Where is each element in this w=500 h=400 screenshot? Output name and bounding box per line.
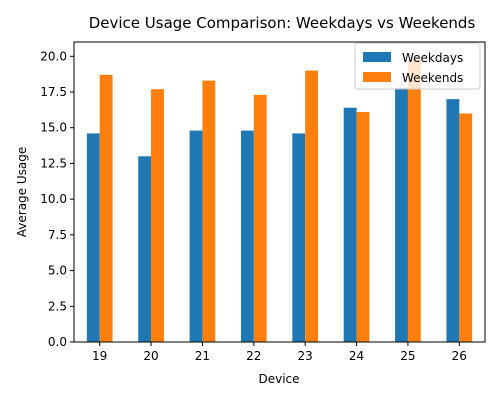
x-tick-label: 20	[143, 349, 158, 363]
bar-weekends-22	[253, 94, 267, 342]
y-tick-label: 5.0	[48, 264, 67, 278]
y-tick-label: 17.5	[40, 85, 67, 99]
legend: Weekdays Weekends	[354, 42, 481, 90]
y-tick-label: 0.0	[48, 335, 67, 349]
x-tick-label: 26	[452, 349, 467, 363]
bar-weekdays-21	[189, 130, 203, 342]
legend-swatch-weekends	[363, 72, 391, 82]
plot-frame	[73, 41, 486, 343]
bar-weekdays-19	[86, 133, 100, 342]
legend-label-weekends: Weekends	[402, 71, 463, 85]
x-tick-label: 25	[400, 349, 415, 363]
x-tick-label: 19	[92, 349, 107, 363]
x-tick-label: 21	[195, 349, 210, 363]
y-axis-ticks: 0.0 2.5 5.0 7.5 10.0 12.5 15.0 17.5 20.0	[40, 49, 74, 349]
y-axis-label: Average Usage	[15, 147, 29, 237]
bar-weekends-26	[459, 113, 473, 342]
bars-group	[86, 59, 473, 343]
y-tick-label: 12.5	[40, 156, 67, 170]
bar-weekends-24	[356, 112, 370, 342]
x-tick-label: 24	[349, 349, 364, 363]
y-tick-label: 20.0	[40, 49, 67, 63]
x-axis-label: Device	[258, 372, 299, 386]
bar-weekends-19	[99, 74, 113, 342]
x-tick-label: 22	[246, 349, 261, 363]
bar-weekdays-22	[240, 130, 254, 342]
bar-weekends-21	[202, 80, 216, 343]
bar-weekdays-25	[395, 87, 408, 342]
bar-weekends-23	[305, 70, 319, 343]
legend-swatch-weekdays	[363, 52, 391, 62]
bar-weekends-20	[151, 89, 164, 343]
x-tick-label: 23	[298, 349, 313, 363]
y-tick-label: 15.0	[40, 121, 67, 135]
bar-weekends-25	[407, 59, 421, 343]
x-axis-ticks: 19 20 21 22 23 24 25 26	[92, 342, 467, 363]
y-tick-label: 2.5	[48, 299, 67, 313]
chart-title: Device Usage Comparison: Weekdays vs Wee…	[89, 14, 476, 32]
bar-weekdays-24	[343, 107, 357, 342]
bar-weekdays-26	[446, 99, 460, 343]
y-tick-label: 10.0	[40, 192, 67, 206]
bar-weekdays-23	[292, 133, 306, 342]
legend-label-weekdays: Weekdays	[402, 51, 463, 65]
bar-weekdays-20	[138, 156, 152, 342]
y-tick-label: 7.5	[48, 228, 67, 242]
